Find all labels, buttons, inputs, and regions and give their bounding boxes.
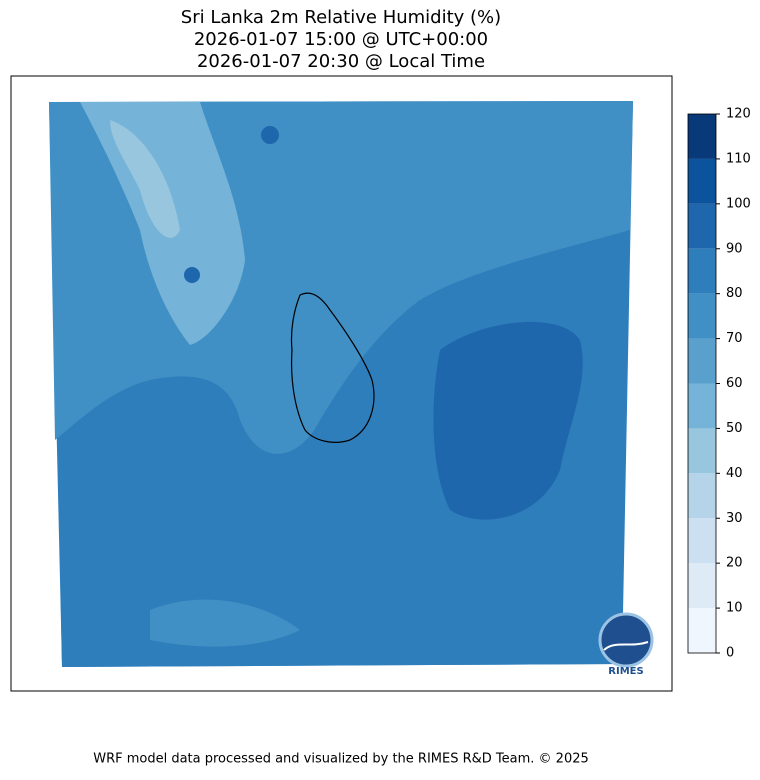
colorbar-segment <box>688 293 716 339</box>
colorbar-segment <box>688 338 716 384</box>
colorbar-segment <box>688 608 716 653</box>
logo: RIMES <box>598 612 654 677</box>
colorbar-segment <box>688 248 716 294</box>
humidity-field <box>49 101 633 667</box>
colorbar: 0 10 20 30 40 50 60 70 80 90 100 110 120 <box>688 107 751 661</box>
colorbar-segment <box>688 563 716 609</box>
title-line: 2026-01-07 20:30 @ Local Time <box>197 51 485 72</box>
colorbar-frame <box>687 113 717 654</box>
colorbar-tick-label: 80 <box>726 286 743 301</box>
colorbar-tick-label: 110 <box>726 151 751 166</box>
colorbar-tick-label: 50 <box>726 421 743 436</box>
colorbar-segment <box>688 158 716 204</box>
colorbar-segment <box>688 518 716 564</box>
colorbar-tick-label: 100 <box>726 196 751 211</box>
sri-lanka-outline <box>290 292 375 443</box>
colorbar-segment <box>688 203 716 249</box>
colorbar-segment <box>688 383 716 429</box>
colorbar-tick-label: 70 <box>726 331 743 346</box>
footer: WRF model data processed and visualized … <box>93 752 589 767</box>
colorbar-tick-label: 30 <box>726 511 743 526</box>
title-line: 2026-01-07 15:00 @ UTC+00:00 <box>194 29 488 50</box>
title-line: Sri Lanka 2m Relative Humidity (%) <box>181 7 501 28</box>
colorbar-tick-label: 20 <box>726 556 743 571</box>
colorbar-tick-label: 40 <box>726 466 743 481</box>
colorbar-tick-label: 60 <box>726 376 743 391</box>
colorbar-tick-label: 90 <box>726 241 743 256</box>
colorbar-segment <box>688 473 716 519</box>
logo-text: RIMES <box>608 666 643 677</box>
colorbar-tick-label: 120 <box>726 107 751 122</box>
colorbar-tick-label: 0 <box>726 646 734 661</box>
colorbar-segment <box>688 428 716 474</box>
colorbar-segment <box>688 114 716 159</box>
colorbar-tick-label: 10 <box>726 601 743 616</box>
